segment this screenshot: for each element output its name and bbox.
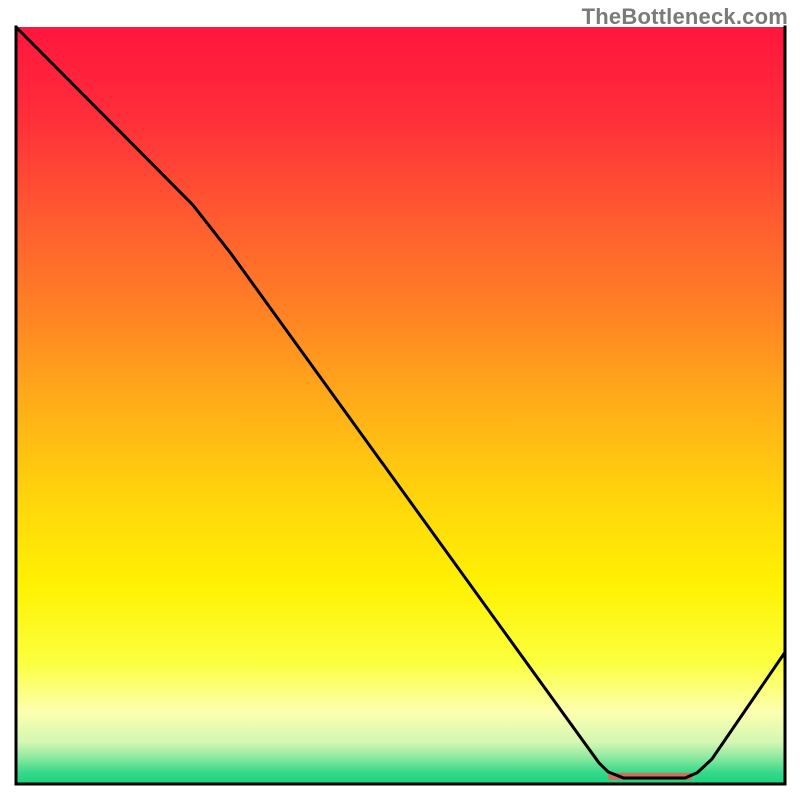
watermark-text: TheBottleneck.com <box>582 4 788 30</box>
bottleneck-chart <box>0 0 800 800</box>
chart-background <box>16 27 785 784</box>
figure: TheBottleneck.com <box>0 0 800 800</box>
